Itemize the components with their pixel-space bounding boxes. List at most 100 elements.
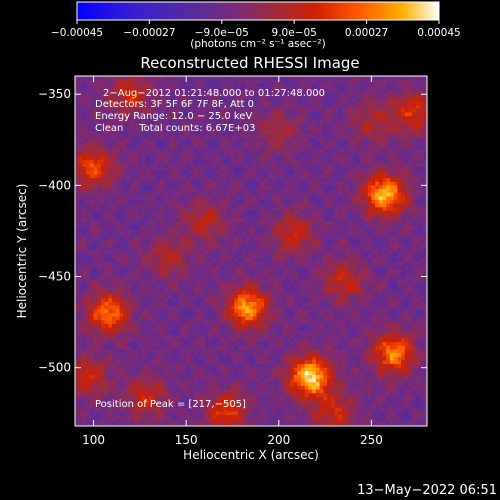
heatmap-cell [393, 261, 398, 266]
heatmap-cell [156, 254, 161, 259]
heatmap-cell [375, 203, 380, 208]
heatmap-cell [345, 225, 350, 230]
heatmap-cell [282, 229, 287, 234]
heatmap-cell [401, 178, 406, 183]
heatmap-cell [397, 76, 402, 81]
heatmap-cell [126, 265, 131, 270]
heatmap-cell [275, 232, 280, 237]
heatmap-cell [263, 174, 269, 179]
heatmap-cell [356, 148, 361, 153]
heatmap-cell [293, 90, 298, 95]
heatmap-cell [349, 203, 354, 208]
heatmap-cell [134, 105, 139, 110]
heatmap-cell [182, 265, 187, 270]
heatmap-cell [226, 86, 232, 91]
heatmap-cell [104, 232, 109, 237]
heatmap-cell [208, 265, 213, 270]
heatmap-cell [115, 225, 120, 230]
heatmap-cell [345, 90, 350, 95]
heatmap-cell [352, 105, 357, 110]
heatmap-cell [78, 148, 83, 153]
heatmap-cell [108, 251, 113, 256]
heatmap-cell [215, 86, 220, 91]
heatmap-cell [149, 207, 154, 212]
heatmap-cell [297, 196, 302, 201]
heatmap-cell [160, 207, 165, 212]
heatmap-cell [186, 254, 191, 259]
heatmap-cell [197, 123, 202, 128]
heatmap-cell [219, 240, 224, 245]
heatmap-cell [415, 199, 420, 205]
heatmap-cell [78, 203, 83, 208]
heatmap-cell [208, 123, 213, 128]
heatmap-cell [289, 214, 295, 219]
heatmap-cell [282, 97, 287, 102]
heatmap-cell [252, 79, 257, 84]
heatmap-cell [112, 181, 117, 186]
heatmap-cell [263, 86, 269, 91]
heatmap-cell [238, 174, 243, 179]
heatmap-cell [349, 159, 354, 164]
heatmap-cell [263, 232, 269, 237]
heatmap-cell [145, 261, 150, 266]
heatmap-cell [245, 189, 250, 194]
heatmap-cell [145, 214, 150, 219]
heatmap-cell [223, 261, 228, 266]
heatmap-cell [386, 225, 391, 230]
heatmap-cell [349, 229, 354, 234]
heatmap-cell [226, 137, 232, 143]
heatmap-cell [134, 181, 139, 186]
heatmap-cell [97, 225, 102, 230]
heatmap-cell [404, 137, 409, 143]
heatmap-cell [393, 225, 398, 230]
heatmap-cell [397, 229, 402, 234]
heatmap-cell [378, 214, 383, 219]
heatmap-cell [352, 178, 357, 183]
heatmap-cell [178, 196, 183, 201]
heatmap-cell [149, 185, 154, 190]
heatmap-cell [330, 167, 335, 172]
heatmap-cell [82, 116, 87, 121]
heatmap-cell [86, 148, 91, 153]
heatmap-cell [149, 108, 154, 113]
heatmap-cell [249, 119, 254, 124]
heatmap-cell [145, 83, 150, 88]
heatmap-cell [282, 192, 287, 197]
heatmap-cell [326, 181, 332, 186]
heatmap-cell [308, 101, 313, 106]
heatmap-cell [197, 163, 202, 168]
heatmap-cell [412, 108, 417, 113]
heatmap-cell [423, 243, 428, 248]
heatmap-cell [193, 76, 198, 81]
heatmap-cell [323, 94, 328, 99]
heatmap-cell [367, 251, 372, 256]
heatmap-cell [130, 203, 135, 208]
heatmap-cell [278, 83, 283, 88]
heatmap-cell [249, 236, 254, 241]
heatmap-cell [278, 167, 283, 172]
heatmap-cell [82, 225, 87, 230]
heatmap-cell [349, 127, 354, 132]
heatmap-cell [352, 119, 357, 124]
heatmap-cell [375, 79, 380, 84]
heatmap-cell [175, 199, 180, 205]
heatmap-cell [126, 214, 131, 219]
heatmap-cell [278, 94, 283, 99]
heatmap-cell [401, 141, 406, 146]
heatmap-cell [182, 221, 187, 226]
heatmap-cell [397, 141, 402, 146]
heatmap-cell [367, 207, 372, 212]
heatmap-cell [419, 207, 424, 212]
heatmap-cell [226, 261, 232, 266]
heatmap-cell [349, 101, 354, 106]
heatmap-cell [286, 101, 291, 106]
heatmap-cell [160, 163, 165, 168]
heatmap-cell [389, 185, 395, 190]
heatmap-cell [419, 214, 424, 219]
heatmap-cell [171, 178, 176, 183]
heatmap-cell [130, 116, 135, 121]
heatmap-cell [245, 119, 250, 124]
heatmap-cell [275, 108, 280, 113]
heatmap-cell [82, 159, 87, 164]
